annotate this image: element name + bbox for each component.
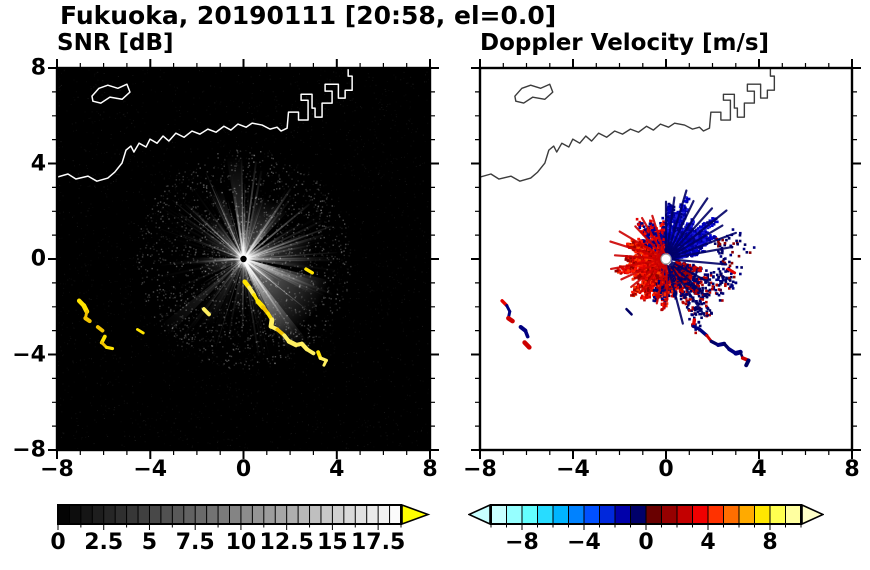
snr-x-tick-label: 0 [235,457,252,482]
snr-x-tick-label: 8 [422,457,438,482]
snr-x-tick-label: −8 [40,457,74,482]
snr-y-tick-label: 4 [30,151,46,176]
vel-x-tick-label: 4 [751,457,767,482]
snr-cbar-label: 5 [141,530,158,555]
snr-cbar-label: 2.5 [84,530,124,555]
snr-colorbar [57,504,433,530]
snr-y-tick-label: −4 [12,342,46,367]
vel-x-tick-label: −4 [556,457,590,482]
vel-x-tick-label: 8 [844,457,860,482]
snr-radar-image [57,68,430,450]
vel-cbar-label: 0 [638,530,654,555]
snr-cbar-label: 12.5 [259,530,314,555]
vel-x-tick-label: 0 [658,457,674,482]
snr-x-tick-label: −4 [133,457,168,482]
snr-cbar-label: 7.5 [175,530,215,555]
snr-y-tick-label: 0 [30,246,46,272]
snr-cbar-label: 0 [50,530,66,555]
vel-cbar-label: −4 [567,530,601,555]
snr-y-tick-label: −8 [12,437,46,463]
vel-cbar-label: 4 [700,530,716,555]
snr-x-tick-label: 4 [329,457,345,482]
snr-y-tick-label: 8 [30,55,46,81]
vel-cbar-label: −8 [505,530,539,555]
doppler-radar-image [480,68,852,450]
snr-cbar-label: 10 [225,530,257,555]
snr-cbar-label: 15 [317,530,348,555]
snr-cbar-label: 17.5 [350,530,406,555]
vel-panel-title: Doppler Velocity [m/s] [480,30,770,56]
snr-panel-title: SNR [dB] [57,30,174,56]
doppler-colorbar [468,504,824,530]
vel-cbar-label: 8 [762,530,778,555]
vel-x-tick-label: −8 [463,457,497,482]
figure-title: Fukuoka, 20190111 [20:58, el=0.0] [60,1,557,30]
